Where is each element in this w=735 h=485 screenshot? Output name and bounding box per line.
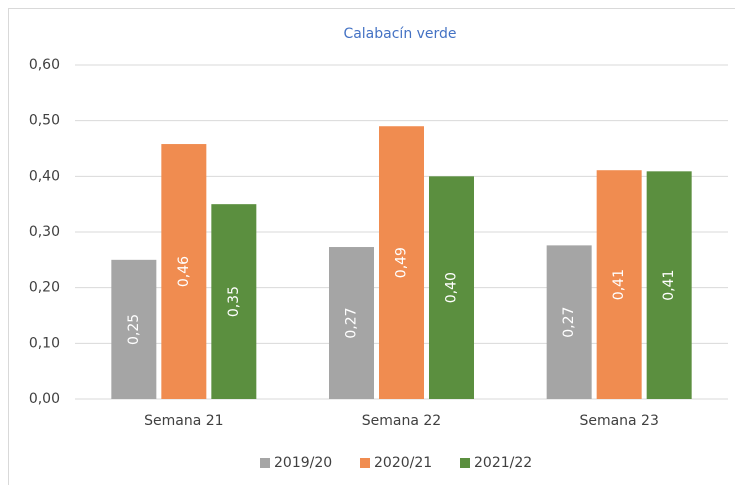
legend-swatch <box>460 458 470 468</box>
chart-title: Calabacín verde <box>343 26 456 42</box>
legend-swatch <box>360 458 370 468</box>
data-label: 0,46 <box>176 256 192 287</box>
data-label: 0,49 <box>394 247 410 278</box>
data-label: 0,41 <box>661 270 677 301</box>
y-tick-label: 0,20 <box>29 280 60 296</box>
y-tick-label: 0,10 <box>29 335 60 351</box>
data-label: 0,27 <box>344 307 360 338</box>
data-label: 0,27 <box>561 307 577 338</box>
bar <box>546 245 592 399</box>
legend-label: 2019/20 <box>274 455 332 471</box>
legend-label: 2020/21 <box>374 455 432 471</box>
bar <box>329 247 374 399</box>
bar <box>111 259 157 399</box>
y-tick-label: 0,50 <box>29 113 60 129</box>
bar <box>211 204 257 399</box>
legend-swatch <box>260 458 270 468</box>
y-tick-label: 0,40 <box>29 168 60 184</box>
data-label: 0,40 <box>444 272 460 303</box>
y-tick-label: 0,30 <box>29 224 60 240</box>
data-label: 0,35 <box>226 286 242 317</box>
data-label: 0,25 <box>126 314 142 345</box>
x-tick-label: Semana 21 <box>144 413 223 429</box>
y-tick-label: 0,00 <box>29 391 60 407</box>
bar <box>646 171 692 399</box>
x-tick-label: Semana 23 <box>579 413 658 429</box>
legend-label: 2021/22 <box>474 455 532 471</box>
bar <box>161 144 207 399</box>
data-label: 0,41 <box>611 269 627 300</box>
bar <box>379 126 424 399</box>
bar <box>429 176 474 399</box>
bar <box>596 170 642 399</box>
x-tick-label: Semana 22 <box>362 413 441 429</box>
y-tick-label: 0,60 <box>29 57 60 73</box>
